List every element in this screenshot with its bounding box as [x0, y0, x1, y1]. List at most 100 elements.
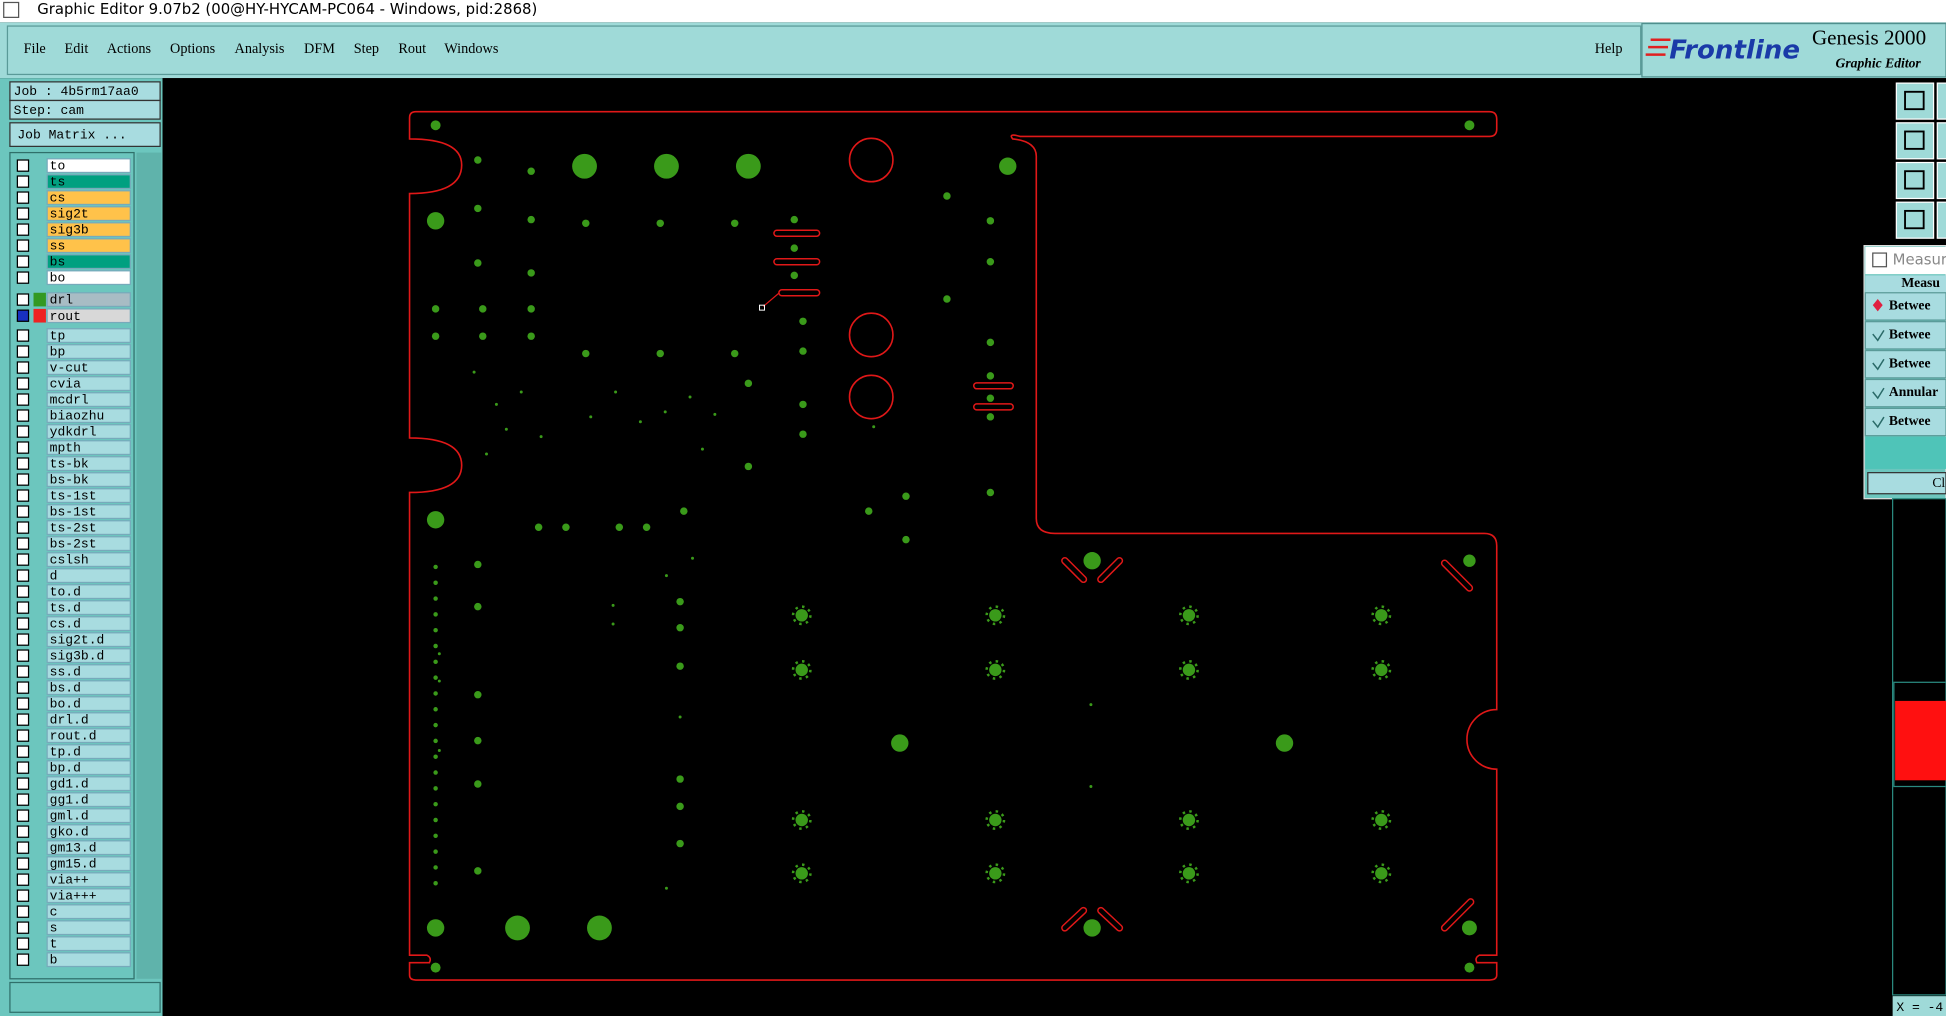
layer-field[interactable] — [46, 776, 131, 792]
layer-field[interactable] — [46, 616, 131, 632]
menu-item[interactable]: File — [24, 41, 46, 57]
layer-checkbox[interactable] — [16, 569, 30, 582]
layer-field[interactable] — [46, 308, 131, 324]
layer-checkbox[interactable] — [16, 713, 30, 726]
layer-field[interactable] — [46, 222, 131, 238]
layer-field[interactable] — [46, 760, 131, 776]
measure-option[interactable] — [1864, 378, 1946, 408]
layer-checkbox[interactable] — [16, 761, 30, 774]
layer-field[interactable] — [46, 696, 131, 712]
layer-field[interactable] — [46, 904, 131, 920]
layer-field[interactable] — [46, 376, 131, 392]
layer-field[interactable] — [46, 840, 131, 856]
layer-checkbox[interactable] — [16, 207, 30, 220]
layer-checkbox[interactable] — [16, 425, 30, 438]
measure-option[interactable] — [1864, 321, 1946, 350]
layer-checkbox[interactable] — [16, 505, 30, 518]
layer-field[interactable] — [46, 440, 131, 456]
layer-field[interactable] — [46, 584, 131, 600]
layer-field[interactable] — [46, 664, 131, 680]
layer-checkbox[interactable] — [16, 937, 30, 950]
layer-field[interactable] — [46, 744, 131, 760]
layer-field[interactable] — [46, 270, 131, 286]
layer-checkbox[interactable] — [16, 601, 30, 614]
layer-checkbox[interactable] — [16, 329, 30, 342]
layer-field[interactable] — [46, 552, 131, 568]
layer-field[interactable] — [46, 888, 131, 904]
menu-item[interactable]: Edit — [65, 41, 89, 57]
layer-checkbox[interactable] — [16, 857, 30, 870]
menu-item[interactable]: Windows — [444, 41, 499, 57]
layer-checkbox[interactable] — [16, 521, 30, 534]
layer-checkbox[interactable] — [16, 473, 30, 486]
layer-checkbox[interactable] — [16, 793, 30, 806]
layer-checkbox[interactable] — [16, 441, 30, 454]
layer-field[interactable] — [46, 728, 131, 744]
layer-field[interactable] — [46, 600, 131, 616]
layer-checkbox[interactable] — [16, 889, 30, 902]
layer-checkbox[interactable] — [16, 921, 30, 934]
layer-field[interactable] — [46, 158, 131, 174]
layer-field[interactable] — [46, 504, 131, 520]
tool-button[interactable] — [1895, 161, 1935, 200]
layer-field[interactable] — [46, 920, 131, 936]
layer-field[interactable] — [46, 206, 131, 222]
layer-checkbox[interactable] — [16, 729, 30, 742]
layer-checkbox[interactable] — [16, 873, 30, 886]
tool-button[interactable] — [1895, 82, 1935, 120]
layer-field[interactable] — [46, 792, 131, 808]
measure-option[interactable] — [1864, 407, 1946, 437]
layer-field[interactable] — [46, 360, 131, 376]
layer-field[interactable] — [46, 392, 131, 408]
layer-field[interactable] — [46, 344, 131, 360]
measure-option[interactable] — [1864, 349, 1946, 379]
tool-button[interactable] — [1895, 122, 1935, 160]
menu-item[interactable]: Step — [354, 41, 379, 57]
menu-item[interactable]: Options — [170, 41, 216, 57]
menu-item[interactable]: Actions — [107, 41, 152, 57]
layer-field[interactable] — [46, 824, 131, 840]
layer-checkbox[interactable] — [16, 809, 30, 822]
layer-field[interactable] — [46, 808, 131, 824]
tool-button[interactable] — [1936, 201, 1946, 239]
layer-checkbox[interactable] — [16, 175, 30, 188]
layer-checkbox[interactable] — [16, 191, 30, 204]
layer-field[interactable] — [46, 174, 131, 190]
layer-checkbox[interactable] — [16, 697, 30, 710]
layer-checkbox[interactable] — [16, 239, 30, 252]
layer-checkbox[interactable] — [16, 617, 30, 630]
layer-field[interactable] — [46, 936, 131, 952]
tool-button[interactable] — [1936, 82, 1946, 120]
layer-field[interactable] — [46, 190, 131, 206]
layer-field[interactable] — [46, 520, 131, 536]
layer-checkbox[interactable] — [16, 457, 30, 470]
layer-field[interactable] — [46, 328, 131, 344]
menu-item[interactable]: Rout — [398, 41, 426, 57]
layer-field[interactable] — [46, 856, 131, 872]
layer-checkbox[interactable] — [16, 681, 30, 694]
layer-field[interactable] — [46, 456, 131, 472]
layer-checkbox[interactable] — [16, 255, 30, 268]
tool-button[interactable] — [1936, 122, 1946, 160]
layer-checkbox[interactable] — [16, 553, 30, 566]
layer-checkbox[interactable] — [16, 489, 30, 502]
layer-field[interactable] — [46, 952, 131, 968]
layer-field[interactable] — [46, 238, 131, 254]
layer-checkbox[interactable] — [16, 159, 30, 172]
menu-item[interactable]: Help — [1595, 41, 1623, 57]
layer-field[interactable] — [46, 680, 131, 696]
layer-checkbox[interactable] — [16, 745, 30, 758]
layer-checkbox[interactable] — [16, 585, 30, 598]
layer-checkbox[interactable] — [16, 777, 30, 790]
measure-button[interactable] — [1867, 472, 1946, 495]
menu-item[interactable]: DFM — [304, 41, 335, 57]
layer-field[interactable] — [46, 632, 131, 648]
layer-field[interactable] — [46, 254, 131, 270]
layer-field[interactable] — [46, 488, 131, 504]
layer-checkbox[interactable] — [16, 361, 30, 374]
layer-checkbox[interactable] — [16, 537, 30, 550]
layer-checkbox[interactable] — [16, 345, 30, 358]
tool-button[interactable] — [1936, 161, 1946, 200]
layer-checkbox[interactable] — [16, 649, 30, 662]
layer-checkbox[interactable] — [16, 633, 30, 646]
